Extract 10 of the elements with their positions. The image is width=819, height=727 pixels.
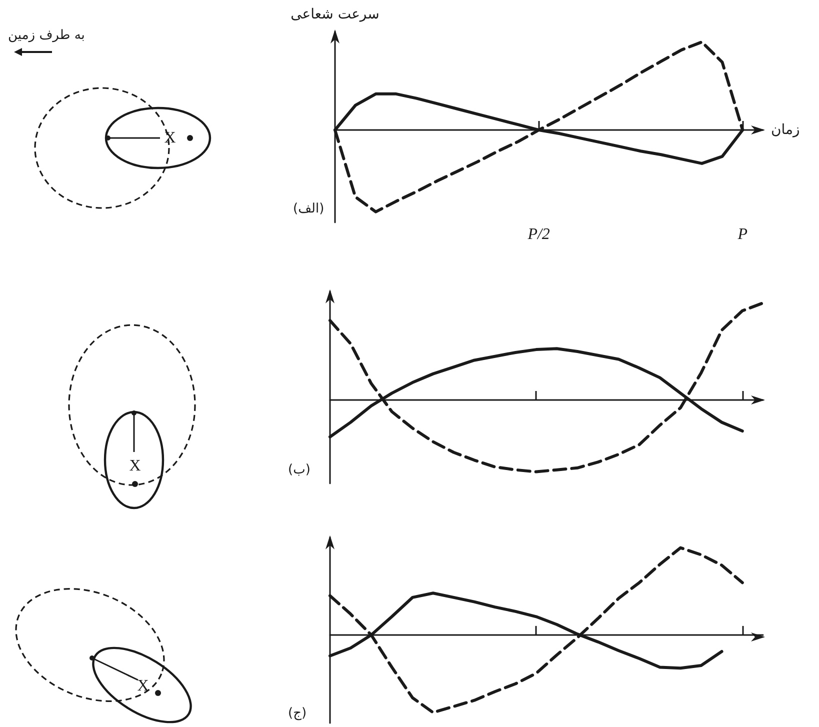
x-tick-label: P bbox=[736, 226, 748, 243]
text: (الف) bbox=[293, 201, 324, 216]
text: (ب) bbox=[288, 462, 310, 478]
text: به طرف زمین bbox=[8, 28, 85, 43]
orbit-diagram: X bbox=[15, 588, 192, 724]
x-axis-title: زمان bbox=[771, 122, 800, 138]
orbit-diagram: X bbox=[68, 324, 196, 510]
x-tick-label: P/2 bbox=[526, 226, 550, 243]
text: (ج) bbox=[288, 706, 307, 721]
y-axis-title: سرعت شعاعی bbox=[290, 6, 380, 22]
